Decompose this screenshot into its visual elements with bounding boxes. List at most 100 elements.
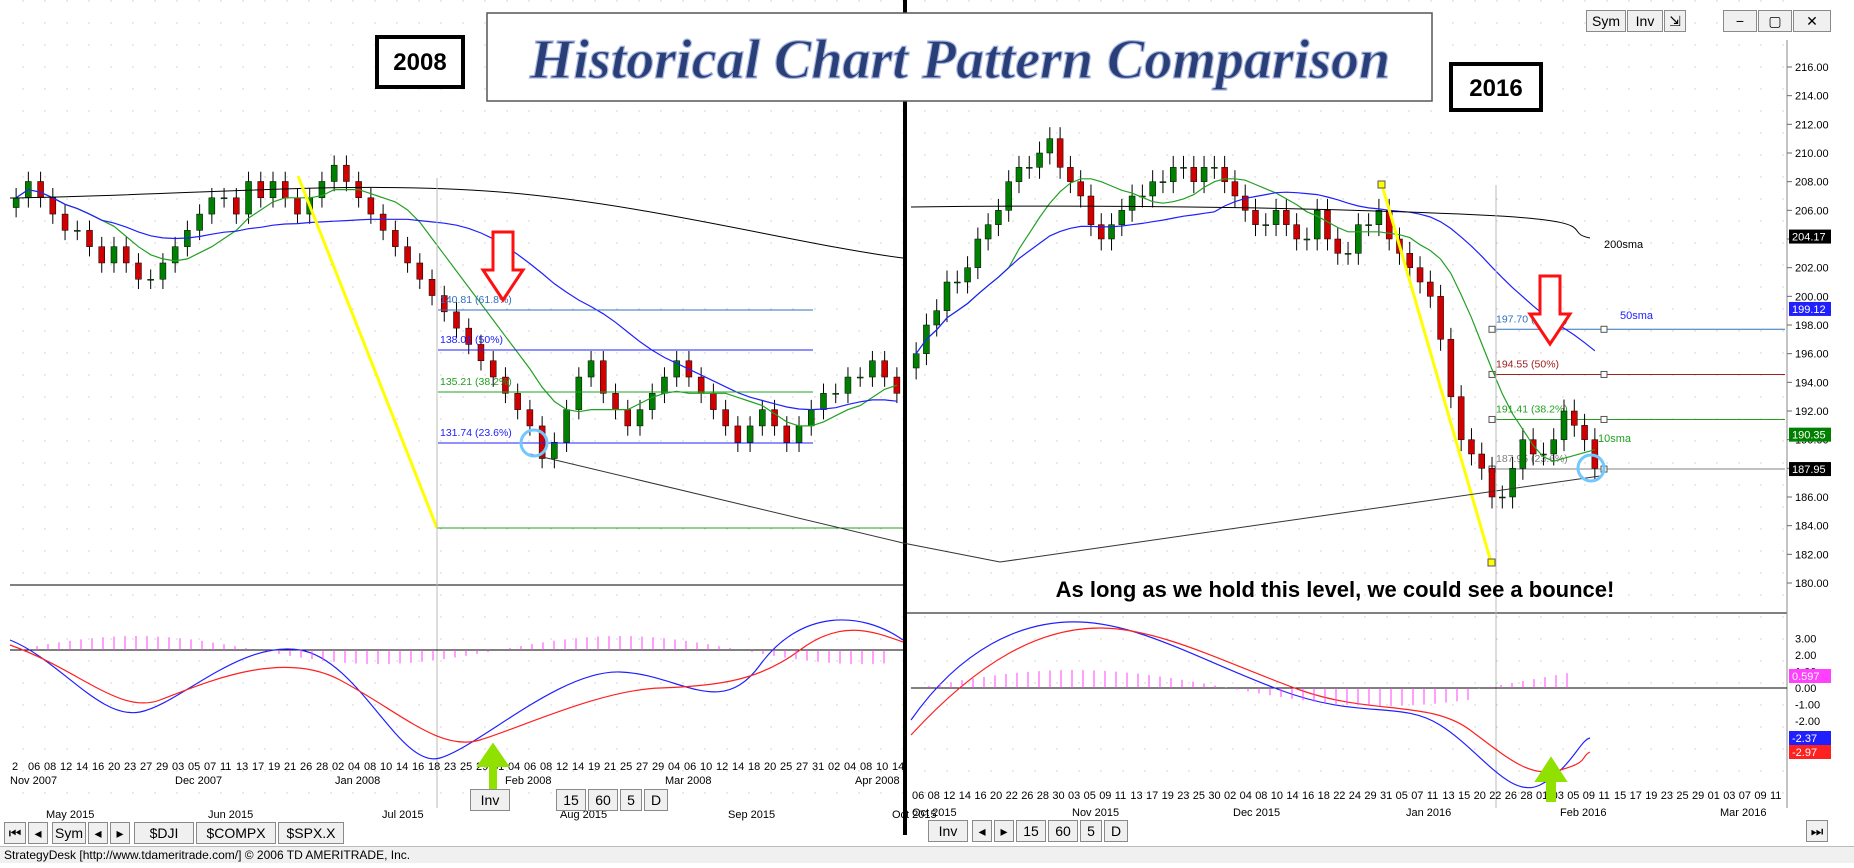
fib-label: 191.41 (38.2%) [1496, 403, 1568, 415]
detach-icon[interactable]: ⇲ [1664, 10, 1686, 32]
close-icon[interactable]: ✕ [1793, 10, 1831, 32]
right-interval-15[interactable]: 15 [1016, 820, 1046, 842]
left-interval-15[interactable]: 15 [556, 789, 586, 811]
year-right-box [1449, 62, 1543, 112]
date-tick-left: 10 [876, 761, 888, 773]
candle-body [330, 164, 338, 182]
candle-body [636, 409, 644, 427]
chart-title: Historical Chart Pattern Comparison [529, 29, 1390, 91]
tab-compx[interactable]: $COMPX [196, 822, 276, 844]
price-tick-label: 182.00 [1795, 549, 1829, 561]
date-tick-left: 25 [780, 761, 792, 773]
candle-body [1108, 224, 1115, 240]
date-tick-left: 08 [860, 761, 872, 773]
candle-body [954, 281, 961, 284]
right-interval-d[interactable]: D [1104, 820, 1128, 842]
left-interval-d[interactable]: D [644, 789, 668, 811]
sma10-line-left [15, 188, 898, 427]
date-tick-right: 03 [1068, 790, 1080, 802]
date-tick-left: 04 [348, 761, 360, 773]
price-tick-label: 196.00 [1795, 349, 1829, 361]
last-page-icon[interactable]: ⏭ [1806, 820, 1828, 842]
candle-body [1087, 195, 1095, 225]
candle-body [1056, 138, 1064, 168]
date-tick-left: 11 [220, 761, 231, 773]
prev-page-icon[interactable]: ◂ [28, 822, 48, 844]
inv-button[interactable]: Inv [1627, 10, 1663, 32]
date-tick-left: 27 [140, 761, 152, 773]
month-label-right: Mar 2016 [1720, 807, 1766, 819]
candle-body [441, 295, 448, 313]
candle-body [1200, 167, 1208, 182]
left-interval-5[interactable]: 5 [620, 789, 642, 811]
tab-dji[interactable]: $DJI [134, 822, 194, 844]
right-interval-inv[interactable]: Inv [928, 820, 968, 842]
candle-body [673, 360, 680, 378]
date-tick-left: 20 [764, 761, 776, 773]
date-tick-right: 05 [1567, 790, 1579, 802]
right-interval-60[interactable]: 60 [1048, 820, 1078, 842]
left-interval-5-label: 5 [627, 792, 635, 808]
candle-body [1447, 339, 1455, 397]
date-tick-right: 01 [1536, 790, 1548, 802]
date-tick-right: 29 [1692, 790, 1704, 802]
candle-body [1067, 167, 1074, 182]
date-tick-right: 08 [1255, 790, 1267, 802]
highlight-circle-right [1576, 453, 1606, 483]
candle-body [1180, 167, 1187, 169]
right-interval-inv-label: Inv [938, 823, 958, 839]
date-tick-right: 22 [1006, 790, 1018, 802]
date-tick-left: 14 [732, 761, 744, 773]
date-tick-right: 11 [1427, 790, 1438, 802]
right-interval-5-label: 5 [1087, 823, 1095, 839]
sma50-line [915, 191, 1596, 355]
date-tick-left: 12 [716, 761, 728, 773]
support-line-right [999, 475, 1601, 563]
date-tick-right: 19 [1162, 790, 1174, 802]
macd-tag [1789, 745, 1831, 759]
macd-tag-label: 0.597 [1792, 671, 1820, 683]
first-page-icon[interactable]: ⏮ [4, 822, 26, 844]
candle-body [1550, 439, 1557, 455]
date-tick-right: 05 [1396, 790, 1408, 802]
sym-label: Sym [1592, 13, 1620, 29]
left-interval-inv[interactable]: Inv [470, 789, 510, 811]
date-tick-left: 28 [316, 761, 328, 773]
candle-body [1241, 195, 1249, 211]
candle-body [1488, 468, 1496, 498]
left-interval-60[interactable]: 60 [588, 789, 618, 811]
left-interval-15-label: 15 [563, 792, 579, 808]
candle-body [489, 360, 497, 378]
date-tick-right: 15 [1614, 790, 1626, 802]
candle-body [1283, 210, 1290, 225]
candle-body [1046, 138, 1054, 154]
sym-tab-button[interactable]: Sym [52, 822, 86, 844]
right-scroll-left-icon[interactable]: ◂ [972, 820, 992, 842]
sym-button[interactable]: Sym [1586, 10, 1626, 32]
date-tick-right: 28 [1520, 790, 1532, 802]
candle-body [514, 393, 521, 410]
month-label-left: Jan 2008 [335, 775, 380, 787]
right-scroll-right-icon[interactable]: ▸ [994, 820, 1014, 842]
date-tick-left: 06 [524, 761, 536, 773]
maximize-icon[interactable]: ▢ [1758, 10, 1792, 32]
scroll-right-icon[interactable]: ▸ [110, 822, 130, 844]
candle-body [1118, 210, 1126, 225]
date-tick-right: 29 [1364, 790, 1376, 802]
date-tick-right: 15 [1458, 790, 1470, 802]
candle-body [869, 360, 876, 378]
date-tick-right: 07 [1739, 790, 1751, 802]
candle-body [1468, 439, 1475, 455]
minimize-icon[interactable]: − [1723, 10, 1757, 32]
candle-body [1344, 253, 1352, 255]
date-tick-left: 19 [588, 761, 600, 773]
candle-body [964, 267, 971, 283]
right-interval-5[interactable]: 5 [1080, 820, 1102, 842]
date-tick-right: 06 [912, 790, 924, 802]
date-tick-right: 09 [1583, 790, 1595, 802]
candle-body [1252, 210, 1259, 225]
price-tag-label: 187.95 [1792, 464, 1826, 476]
tab-spx[interactable]: $SPX.X [278, 822, 344, 844]
sma50-line-left [15, 188, 897, 411]
scroll-left-icon[interactable]: ◂ [88, 822, 108, 844]
